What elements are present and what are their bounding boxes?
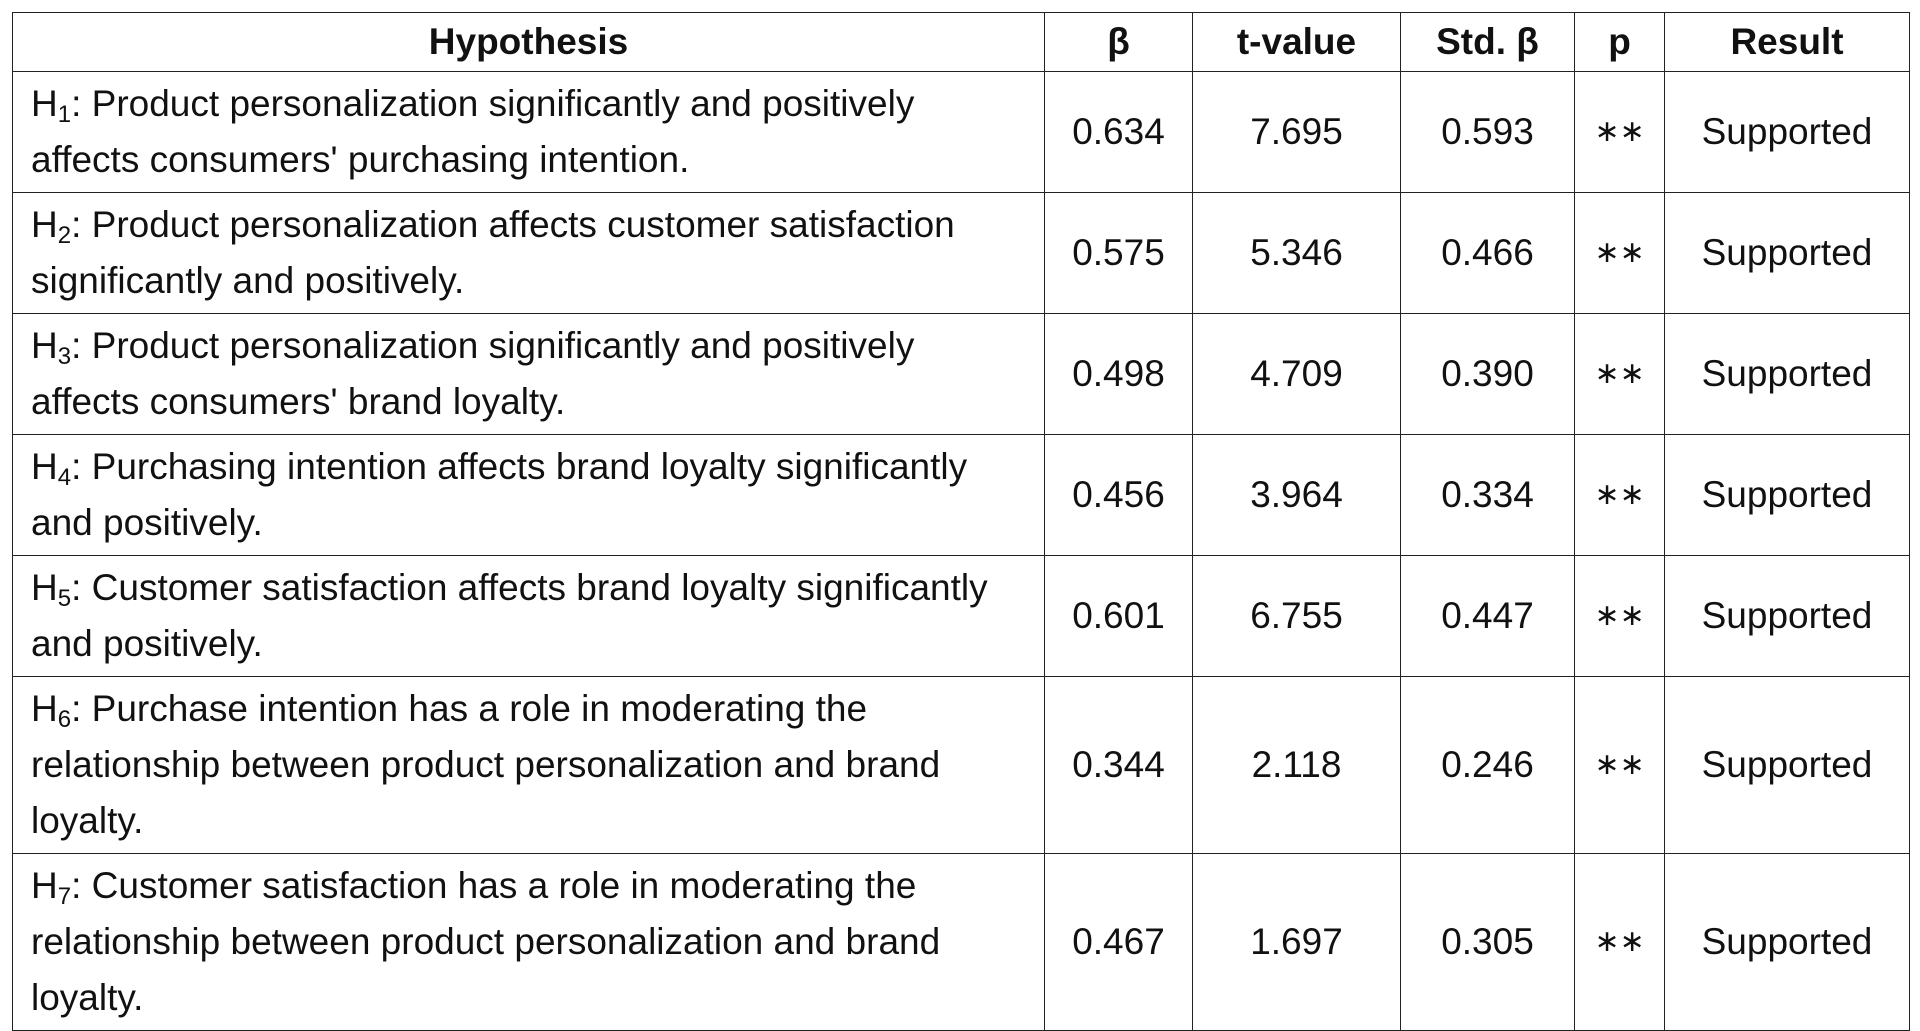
p-cell: ∗∗ bbox=[1574, 434, 1665, 556]
t-value-cell: 4.709 bbox=[1192, 313, 1401, 435]
header-hypothesis: Hypothesis bbox=[12, 12, 1045, 72]
t-value-cell: 5.346 bbox=[1192, 192, 1401, 314]
beta-cell: 0.344 bbox=[1044, 676, 1193, 854]
hypothesis-cell: H5: Customer satisfaction affects brand … bbox=[12, 555, 1045, 677]
result-cell: Supported bbox=[1664, 71, 1910, 193]
beta-cell: 0.456 bbox=[1044, 434, 1193, 556]
hypothesis-text: : Product personalization significantly … bbox=[31, 83, 915, 180]
p-cell: ∗∗ bbox=[1574, 313, 1665, 435]
hypothesis-id: H bbox=[31, 688, 58, 729]
hypothesis-cell: H6: Purchase intention has a role in mod… bbox=[12, 676, 1045, 854]
table-header-row: Hypothesis β t-value Std. β p Result bbox=[12, 12, 1910, 72]
result-cell: Supported bbox=[1664, 192, 1910, 314]
hypothesis-text: : Purchase intention has a role in moder… bbox=[31, 688, 941, 841]
hypothesis-id: H bbox=[31, 325, 58, 366]
hypothesis-id: H bbox=[31, 204, 58, 245]
hypothesis-subscript: 4 bbox=[57, 464, 72, 491]
hypothesis-id: H bbox=[31, 83, 58, 124]
std-beta-cell: 0.334 bbox=[1400, 434, 1575, 556]
table-row: H1: Product personalization significantl… bbox=[12, 71, 1910, 193]
beta-cell: 0.498 bbox=[1044, 313, 1193, 435]
hypothesis-subscript: 1 bbox=[57, 101, 72, 128]
hypothesis-cell: H2: Product personalization affects cust… bbox=[12, 192, 1045, 314]
beta-cell: 0.575 bbox=[1044, 192, 1193, 314]
hypothesis-subscript: 6 bbox=[57, 706, 72, 733]
std-beta-cell: 0.390 bbox=[1400, 313, 1575, 435]
p-cell: ∗∗ bbox=[1574, 853, 1665, 1031]
hypothesis-id: H bbox=[31, 446, 58, 487]
table-body: H1: Product personalization significantl… bbox=[12, 71, 1910, 1031]
p-cell: ∗∗ bbox=[1574, 555, 1665, 677]
header-std-beta: Std. β bbox=[1400, 12, 1575, 72]
table-row: H2: Product personalization affects cust… bbox=[12, 192, 1910, 314]
header-result: Result bbox=[1664, 12, 1910, 72]
result-cell: Supported bbox=[1664, 555, 1910, 677]
hypothesis-subscript: 3 bbox=[57, 343, 72, 370]
result-cell: Supported bbox=[1664, 434, 1910, 556]
hypothesis-text: : Purchasing intention affects brand loy… bbox=[31, 446, 968, 543]
beta-cell: 0.601 bbox=[1044, 555, 1193, 677]
hypothesis-subscript: 7 bbox=[57, 883, 72, 910]
std-beta-cell: 0.447 bbox=[1400, 555, 1575, 677]
hypothesis-table-container: Hypothesis β t-value Std. β p Result H1:… bbox=[12, 12, 1910, 1031]
t-value-cell: 7.695 bbox=[1192, 71, 1401, 193]
hypothesis-id: H bbox=[31, 567, 58, 608]
table-row: H7: Customer satisfaction has a role in … bbox=[12, 853, 1910, 1031]
t-value-cell: 2.118 bbox=[1192, 676, 1401, 854]
hypothesis-results-table: Hypothesis β t-value Std. β p Result H1:… bbox=[12, 12, 1910, 1031]
hypothesis-subscript: 5 bbox=[57, 585, 72, 612]
table-row: H3: Product personalization significantl… bbox=[12, 313, 1910, 435]
beta-cell: 0.634 bbox=[1044, 71, 1193, 193]
t-value-cell: 1.697 bbox=[1192, 853, 1401, 1031]
hypothesis-subscript: 2 bbox=[57, 222, 72, 249]
std-beta-cell: 0.246 bbox=[1400, 676, 1575, 854]
std-beta-cell: 0.466 bbox=[1400, 192, 1575, 314]
result-cell: Supported bbox=[1664, 676, 1910, 854]
std-beta-cell: 0.593 bbox=[1400, 71, 1575, 193]
p-cell: ∗∗ bbox=[1574, 676, 1665, 854]
table-row: H5: Customer satisfaction affects brand … bbox=[12, 555, 1910, 677]
std-beta-cell: 0.305 bbox=[1400, 853, 1575, 1031]
hypothesis-cell: H1: Product personalization significantl… bbox=[12, 71, 1045, 193]
t-value-cell: 3.964 bbox=[1192, 434, 1401, 556]
hypothesis-cell: H3: Product personalization significantl… bbox=[12, 313, 1045, 435]
hypothesis-id: H bbox=[31, 865, 58, 906]
beta-cell: 0.467 bbox=[1044, 853, 1193, 1031]
result-cell: Supported bbox=[1664, 853, 1910, 1031]
result-cell: Supported bbox=[1664, 313, 1910, 435]
table-row: H6: Purchase intention has a role in mod… bbox=[12, 676, 1910, 854]
hypothesis-text: : Customer satisfaction affects brand lo… bbox=[31, 567, 988, 664]
table-row: H4: Purchasing intention affects brand l… bbox=[12, 434, 1910, 556]
hypothesis-cell: H7: Customer satisfaction has a role in … bbox=[12, 853, 1045, 1031]
header-p: p bbox=[1574, 12, 1665, 72]
hypothesis-text: : Product personalization affects custom… bbox=[31, 204, 955, 301]
header-beta: β bbox=[1044, 12, 1193, 72]
hypothesis-text: : Customer satisfaction has a role in mo… bbox=[31, 865, 941, 1018]
hypothesis-text: : Product personalization significantly … bbox=[31, 325, 915, 422]
p-cell: ∗∗ bbox=[1574, 71, 1665, 193]
hypothesis-cell: H4: Purchasing intention affects brand l… bbox=[12, 434, 1045, 556]
header-t-value: t-value bbox=[1192, 12, 1401, 72]
p-cell: ∗∗ bbox=[1574, 192, 1665, 314]
t-value-cell: 6.755 bbox=[1192, 555, 1401, 677]
